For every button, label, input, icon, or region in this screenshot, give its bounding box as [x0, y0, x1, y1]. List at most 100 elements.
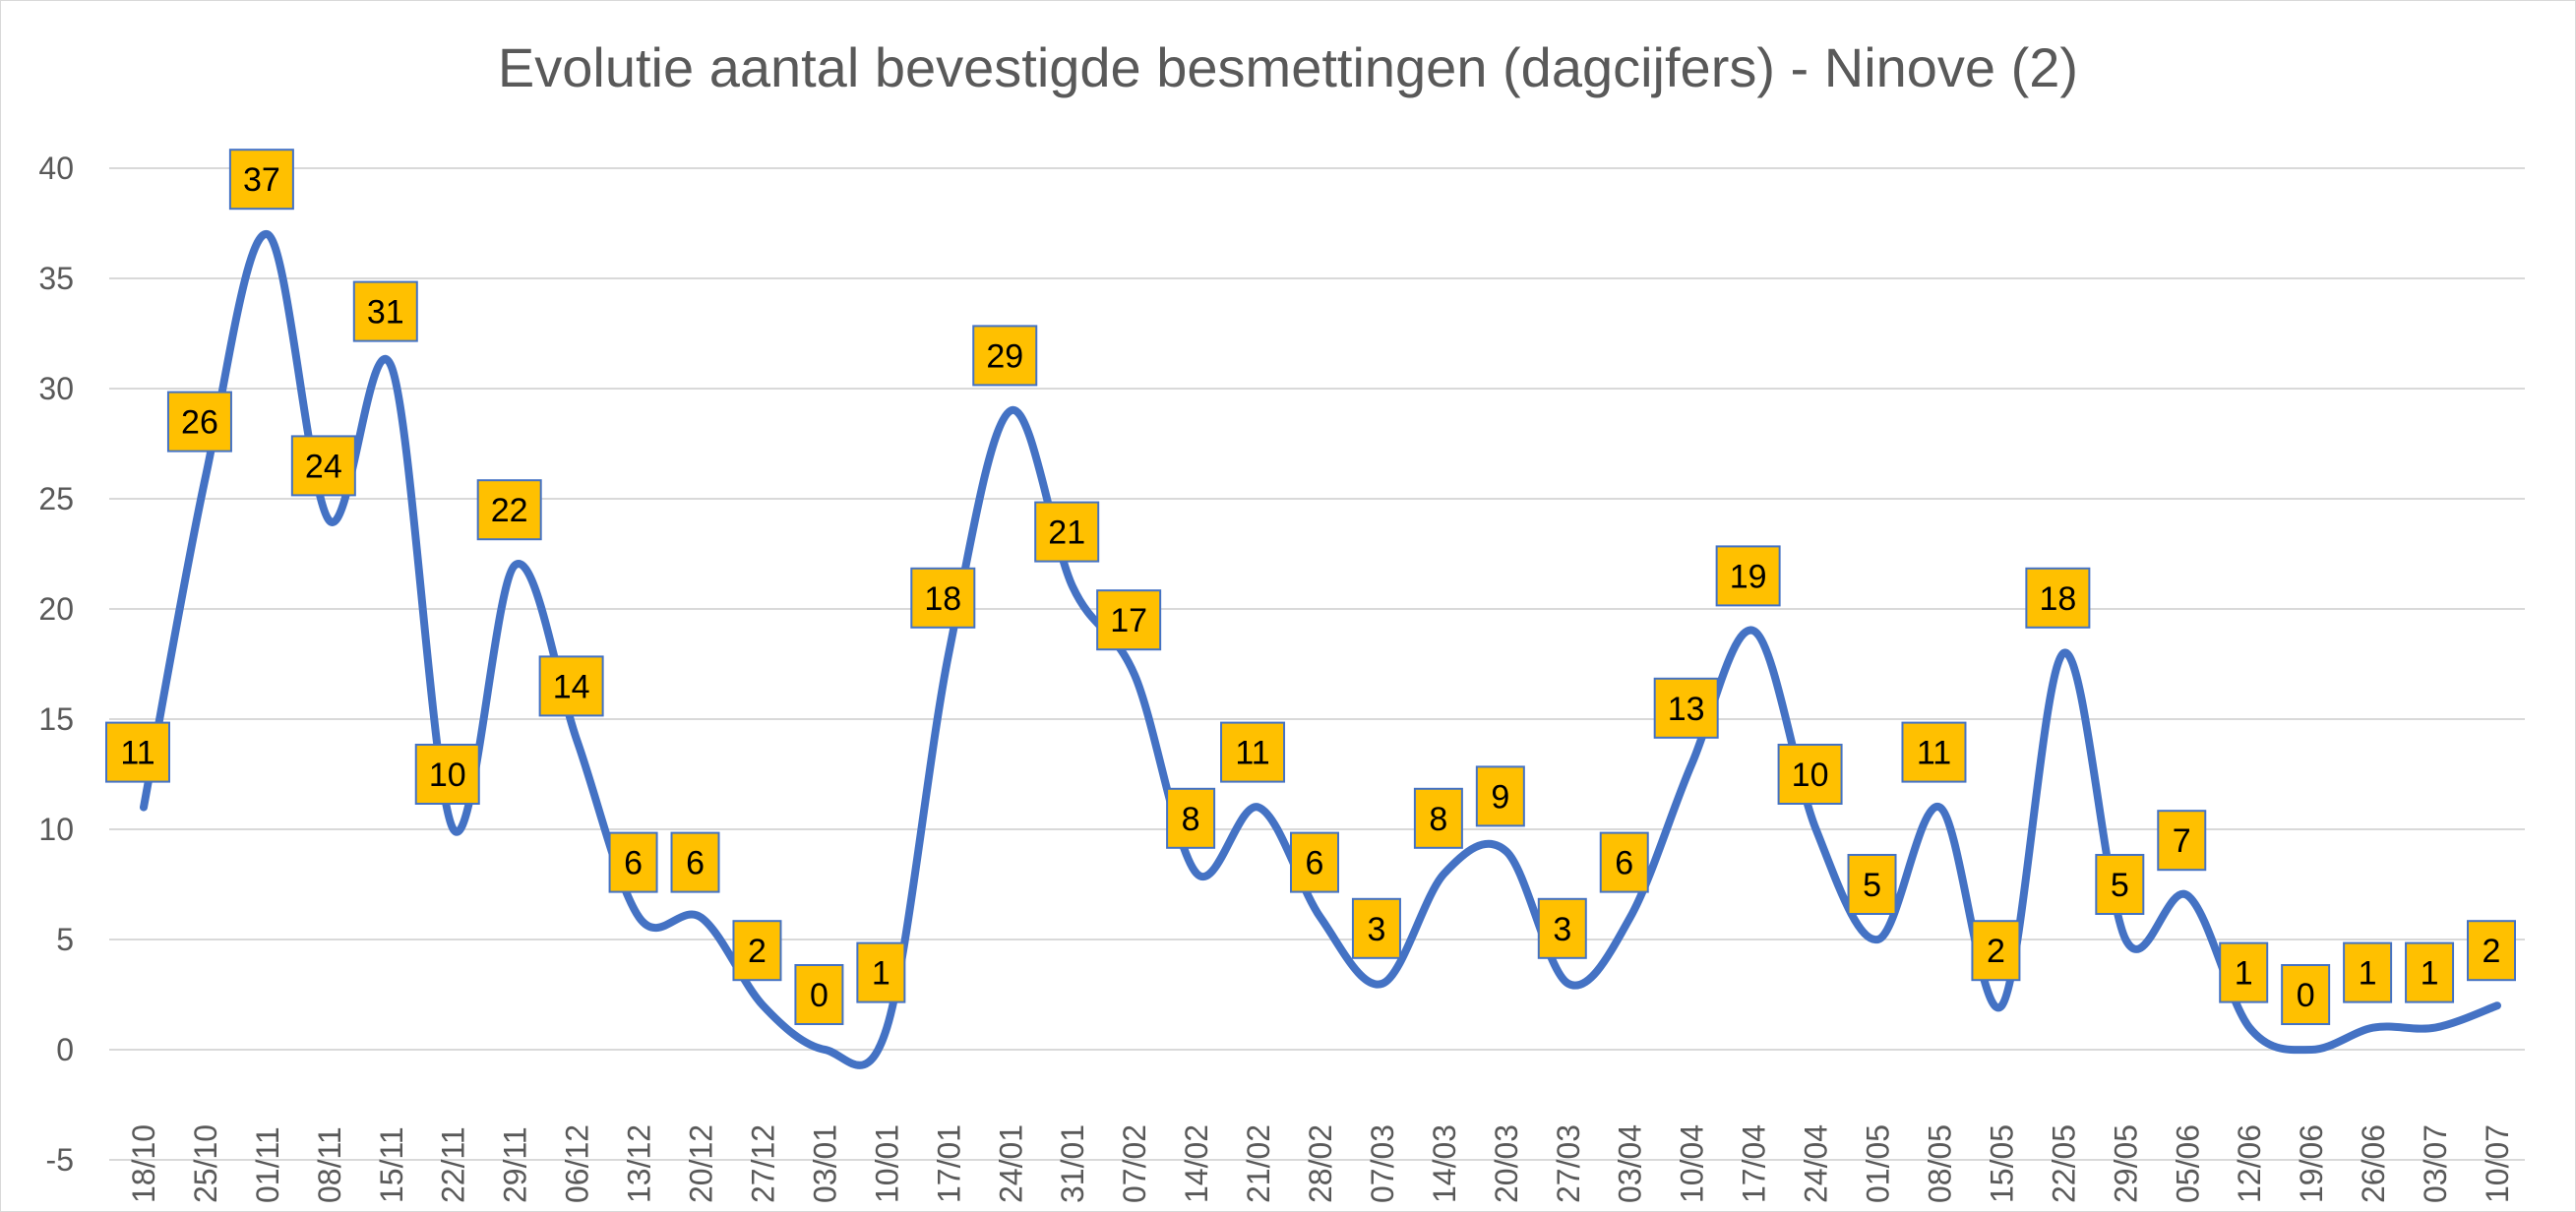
data-label-box — [228, 149, 294, 211]
data-label-box — [476, 479, 542, 541]
data-label: 31 — [352, 280, 418, 342]
data-label-value: 2 — [2483, 933, 2501, 970]
y-tick-label: 0 — [56, 1032, 74, 1067]
x-tick-label: 12/06 — [2232, 1124, 2267, 1203]
data-label-box — [2281, 964, 2331, 1025]
data-label: 37 — [228, 149, 294, 211]
x-tick-label: 14/02 — [1179, 1124, 1214, 1203]
data-label-value: 13 — [1668, 691, 1705, 728]
data-label: 14 — [538, 655, 604, 717]
data-label-box — [1599, 831, 1649, 893]
data-label-box — [1653, 677, 1719, 739]
x-tick-label: 08/11 — [312, 1126, 347, 1203]
y-tick-label: 10 — [38, 812, 74, 847]
data-label-box — [1901, 721, 1967, 783]
data-label-value: 11 — [1917, 735, 1951, 772]
y-tick-label: 35 — [38, 261, 74, 296]
data-label-box — [2157, 810, 2207, 872]
data-label-value: 22 — [491, 492, 528, 529]
x-tick-label: 15/11 — [374, 1126, 409, 1203]
data-label: 17 — [1096, 589, 1162, 651]
data-label: 1 — [2219, 941, 2269, 1003]
data-label-box — [2405, 941, 2455, 1003]
x-tick-label: 07/02 — [1117, 1124, 1152, 1203]
data-label-value: 1 — [2421, 955, 2439, 993]
data-label: 29 — [972, 325, 1038, 387]
data-label-box — [856, 941, 906, 1003]
data-label-box — [1847, 854, 1897, 915]
data-label-box — [1096, 589, 1162, 651]
x-tick-label: 14/03 — [1427, 1124, 1462, 1203]
x-tick-label: 17/04 — [1737, 1124, 1772, 1203]
data-label: 6 — [1599, 831, 1649, 893]
data-label: 8 — [1166, 787, 1216, 849]
data-label-value: 1 — [2359, 955, 2377, 993]
data-label-box — [910, 567, 976, 629]
data-label: 7 — [2157, 810, 2207, 872]
x-tick-label: 20/12 — [684, 1124, 719, 1203]
y-tick-label: 30 — [38, 371, 74, 406]
data-label-box — [414, 744, 480, 805]
y-tick-label: -5 — [46, 1142, 74, 1178]
data-label-box — [1777, 744, 1843, 805]
x-tick-label: 24/04 — [1799, 1124, 1834, 1203]
x-tick-label: 19/06 — [2294, 1124, 2329, 1203]
data-label-box — [732, 920, 782, 982]
data-label-value: 26 — [181, 404, 218, 442]
y-tick-label: 20 — [38, 591, 74, 627]
y-tick-label: 25 — [38, 481, 74, 516]
data-label-value: 0 — [810, 977, 828, 1014]
x-tick-label: 01/11 — [250, 1126, 285, 1203]
x-tick-label: 05/06 — [2170, 1124, 2205, 1203]
x-tick-label: 27/12 — [745, 1124, 780, 1203]
data-label-value: 31 — [367, 294, 404, 332]
data-label-value: 17 — [1110, 602, 1147, 639]
data-label: 1 — [2343, 941, 2393, 1003]
data-label-box — [1351, 897, 1401, 959]
data-label-value: 24 — [305, 448, 342, 485]
data-label: 26 — [166, 391, 232, 453]
x-tick-label: 03/01 — [807, 1124, 842, 1203]
data-label-value: 7 — [2173, 822, 2191, 860]
data-label-value: 2 — [748, 933, 767, 970]
data-label-box — [2467, 920, 2516, 982]
data-label-value: 6 — [1306, 845, 1324, 882]
series-line — [140, 230, 2501, 1069]
y-tick-label: 40 — [38, 151, 74, 186]
x-tick-label: 28/02 — [1303, 1124, 1338, 1203]
data-label-value: 5 — [2111, 867, 2129, 904]
x-tick-label: 10/07 — [2480, 1124, 2515, 1203]
data-label-box — [1166, 787, 1216, 849]
data-label-box — [1971, 920, 2021, 982]
data-label-box — [352, 280, 418, 342]
data-label-box — [166, 391, 232, 453]
x-tick-label: 08/05 — [1922, 1124, 1957, 1203]
x-tick-label: 25/10 — [188, 1124, 223, 1203]
data-label: 10 — [414, 744, 480, 805]
data-label-value: 3 — [1367, 911, 1385, 948]
x-tick-label: 10/01 — [869, 1124, 904, 1203]
data-label: 6 — [1290, 831, 1339, 893]
data-label-value: 19 — [1730, 558, 1767, 595]
x-tick-label: 31/01 — [1055, 1124, 1090, 1203]
data-label-value: 8 — [1429, 801, 1447, 838]
data-label-box — [2025, 567, 2091, 629]
data-label-box — [972, 325, 1038, 387]
data-label: 0 — [794, 964, 844, 1025]
data-label-value: 2 — [1987, 933, 2005, 970]
data-label: 3 — [1351, 897, 1401, 959]
x-tick-label: 18/10 — [126, 1124, 161, 1203]
data-label-value: 11 — [120, 735, 154, 772]
data-label-value: 21 — [1048, 515, 1085, 552]
data-label-box — [608, 831, 658, 893]
x-tick-label: 13/12 — [622, 1124, 657, 1203]
data-label-box — [2343, 941, 2393, 1003]
data-label: 6 — [670, 831, 720, 893]
data-label: 0 — [2281, 964, 2331, 1025]
data-label-box — [2219, 941, 2269, 1003]
data-label-value: 5 — [1863, 867, 1881, 904]
x-tick-label: 22/11 — [436, 1126, 471, 1203]
x-tick-label: 27/03 — [1551, 1124, 1586, 1203]
